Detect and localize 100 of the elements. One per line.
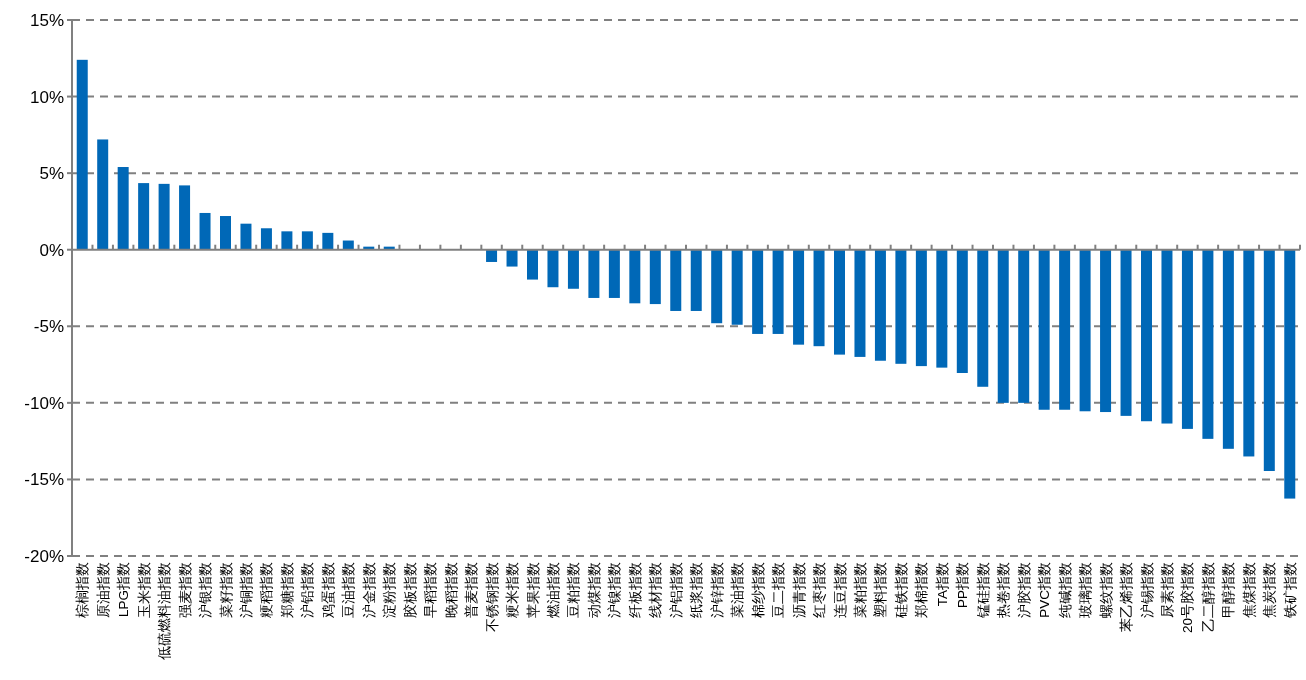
x-tick-label: 塑料指数 [873, 562, 889, 618]
x-tick-label: 沪锌指数 [709, 562, 725, 618]
bar [956, 249, 968, 373]
bar [1243, 249, 1255, 457]
x-tick-label: 鸡蛋指数 [320, 562, 336, 619]
bar [752, 249, 764, 334]
y-tick-label: 5% [39, 164, 64, 184]
x-tick-label: 燃油指数 [545, 562, 561, 618]
bar [158, 183, 170, 250]
x-tick-label: 郑棉指数 [914, 562, 930, 618]
x-tick-label: 铁矿指数 [1282, 562, 1298, 619]
bar [1018, 249, 1030, 403]
x-tick-label: 乙二醇指数 [1200, 562, 1216, 632]
x-tick-label: 螺纹指数 [1098, 562, 1114, 618]
y-tick-label: -10% [24, 393, 64, 413]
x-tick-label: 沪锡指数 [1139, 562, 1155, 618]
bar [506, 249, 518, 267]
x-tick-label: 玉米指数 [136, 562, 152, 618]
bar [731, 249, 743, 325]
x-tick-label: 棉纱指数 [750, 562, 766, 618]
x-tick-label: 动煤指数 [586, 562, 602, 618]
y-tick-label: -5% [33, 317, 64, 337]
bar [874, 249, 886, 361]
x-tick-label: 沪镍指数 [607, 562, 623, 618]
bar [281, 231, 293, 250]
x-tick-label: 菜粕指数 [852, 562, 868, 618]
bar [260, 228, 272, 250]
y-tick-label: 0% [39, 240, 64, 260]
x-tick-label: 尿素指数 [1159, 562, 1175, 618]
x-tick-label: 粳米指数 [505, 562, 521, 618]
x-tick-label: 焦炭指数 [1262, 562, 1278, 618]
bar [240, 223, 252, 250]
x-tick-label: 沪铝指数 [668, 562, 684, 618]
x-tick-label: 不锈钢指数 [484, 562, 500, 632]
bar [220, 216, 231, 250]
x-tick-label: 沪胶指数 [1016, 562, 1032, 618]
bar [1161, 249, 1173, 424]
bar [179, 185, 191, 250]
bar [76, 59, 88, 250]
bar [1100, 249, 1112, 413]
x-tick-label: PP指数 [955, 562, 971, 609]
bar [322, 232, 334, 250]
bar [895, 249, 907, 364]
x-tick-label: 低硫燃料油指数 [157, 562, 173, 660]
bar [649, 249, 661, 305]
x-tick-label: 纤板指数 [627, 562, 643, 618]
x-tick-label: 菜籽指数 [218, 562, 234, 618]
bar [977, 249, 989, 387]
x-tick-label: 沪金指数 [361, 562, 377, 618]
x-tick-label: 纯碱指数 [1057, 562, 1073, 618]
y-tick-label: -15% [24, 470, 64, 490]
x-tick-label: 淀粉指数 [382, 562, 398, 618]
x-tick-label: 棕榈指数 [75, 562, 91, 618]
x-tick-label: 线材指数 [648, 562, 664, 618]
x-tick-label: 豆二指数 [771, 562, 787, 618]
x-tick-label: 焦煤指数 [1241, 562, 1257, 618]
bar [608, 249, 620, 298]
x-tick-label: 胶板指数 [402, 562, 418, 618]
x-tick-label: 苹果指数 [525, 562, 541, 618]
x-tick-label: 原油指数 [95, 562, 111, 618]
x-tick-label: 粳稻指数 [259, 562, 275, 618]
bar [711, 249, 723, 324]
bar [1038, 249, 1050, 410]
bar [547, 249, 559, 288]
bar [1202, 249, 1214, 439]
x-tick-label: 豆粕指数 [566, 562, 582, 618]
bar [1079, 249, 1091, 412]
bar [301, 231, 313, 250]
bar [1263, 249, 1275, 472]
x-tick-label: 20号胶指数 [1180, 562, 1196, 634]
x-tick-label: 苯乙烯指数 [1119, 562, 1135, 632]
x-tick-label: 沪铅指数 [300, 562, 316, 618]
bar [793, 249, 805, 345]
bar [772, 249, 784, 334]
bar [588, 249, 600, 298]
bar [1222, 249, 1234, 449]
x-tick-label: 甲醇指数 [1221, 562, 1237, 618]
x-tick-label: 晚稻指数 [443, 562, 459, 618]
bar [997, 249, 1009, 403]
x-tick-label: 纸浆指数 [689, 562, 705, 618]
bar [1120, 249, 1132, 416]
x-tick-label: 普麦指数 [463, 562, 480, 618]
bar [1141, 249, 1152, 422]
x-tick-label: 玻璃指数 [1078, 562, 1094, 618]
bar [915, 249, 927, 367]
bar [199, 212, 211, 250]
x-tick-label: PVC指数 [1037, 562, 1053, 618]
x-tick-label: 连豆指数 [832, 562, 848, 618]
x-tick-label: 菜油指数 [730, 562, 746, 618]
y-tick-label: 10% [29, 87, 64, 107]
x-tick-label: 早稻指数 [423, 562, 439, 618]
x-tick-label: 强麦指数 [177, 562, 193, 618]
bar [486, 249, 498, 262]
x-tick-label: 硅铁指数 [893, 562, 909, 619]
x-tick-label: TA指数 [934, 562, 950, 607]
bar [629, 249, 641, 304]
bar [138, 183, 150, 250]
x-tick-label: 郑糖指数 [279, 562, 295, 618]
bar [97, 139, 109, 250]
bar [813, 249, 825, 347]
